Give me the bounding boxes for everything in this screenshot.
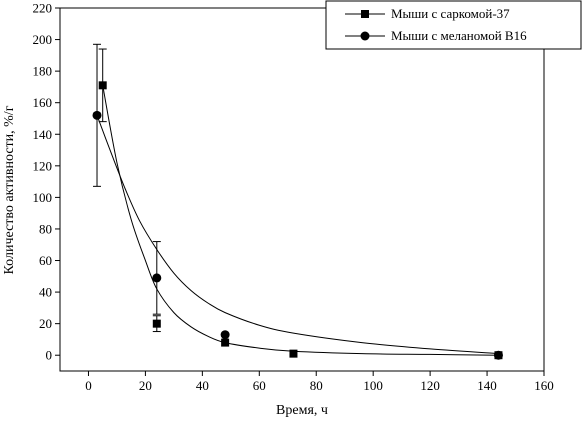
legend-box (325, 0, 582, 50)
x-tick-label: 160 (534, 378, 554, 393)
y-tick-label: 140 (33, 127, 53, 142)
legend: Мыши с саркомой-37 Мыши с меланомой B16 (325, 0, 582, 50)
fit-curves (96, 85, 499, 356)
data-point-square (221, 338, 230, 347)
y-tick-label: 220 (33, 1, 53, 16)
x-tick-label: 100 (363, 378, 383, 393)
y-tick-label: 40 (39, 285, 52, 300)
x-tick-label: 60 (253, 378, 266, 393)
data-point-circle (493, 350, 503, 360)
data-point-square (289, 349, 298, 358)
plot-frame (59, 7, 545, 372)
data-point-circle (152, 273, 162, 283)
data-point-circle (92, 110, 102, 120)
y-tick-label: 80 (39, 221, 52, 236)
y-tick-label: 100 (33, 190, 53, 205)
x-tick-label: 120 (420, 378, 440, 393)
y-tick-label: 60 (39, 253, 52, 268)
x-axis: 0 20 40 60 80 100 120 140 160 (85, 371, 554, 393)
fit-curve-series-2 (96, 115, 499, 355)
plot-area (59, 7, 545, 372)
y-tick-label: 120 (33, 158, 53, 173)
legend-marker-circle (360, 31, 370, 41)
x-axis-title: Время, ч (276, 403, 328, 418)
fit-curve-series-1 (102, 85, 499, 356)
x-tick-label: 0 (85, 378, 92, 393)
y-tick-label: 20 (39, 316, 52, 331)
y-tick-label: 180 (33, 64, 53, 79)
legend-marker-square (361, 10, 369, 18)
y-tick-label: 0 (46, 348, 53, 363)
x-tick-label: 80 (310, 378, 323, 393)
data-point-square (98, 81, 107, 90)
x-tick-label: 20 (139, 378, 152, 393)
data-markers (92, 81, 503, 360)
y-tick-label: 200 (33, 32, 53, 47)
y-axis: 0 20 40 60 80 100 120 140 160 180 200 220 (33, 1, 60, 363)
data-point-circle (220, 330, 230, 340)
y-tick-label: 160 (33, 95, 53, 110)
data-point-square (152, 319, 161, 328)
y-axis-title: Количество активности, %/г (2, 105, 17, 274)
legend-label-series-1: Мыши с саркомой-37 (391, 6, 510, 21)
legend-label-series-2: Мыши с меланомой B16 (391, 28, 527, 43)
x-tick-label: 140 (477, 378, 497, 393)
x-tick-label: 40 (196, 378, 209, 393)
